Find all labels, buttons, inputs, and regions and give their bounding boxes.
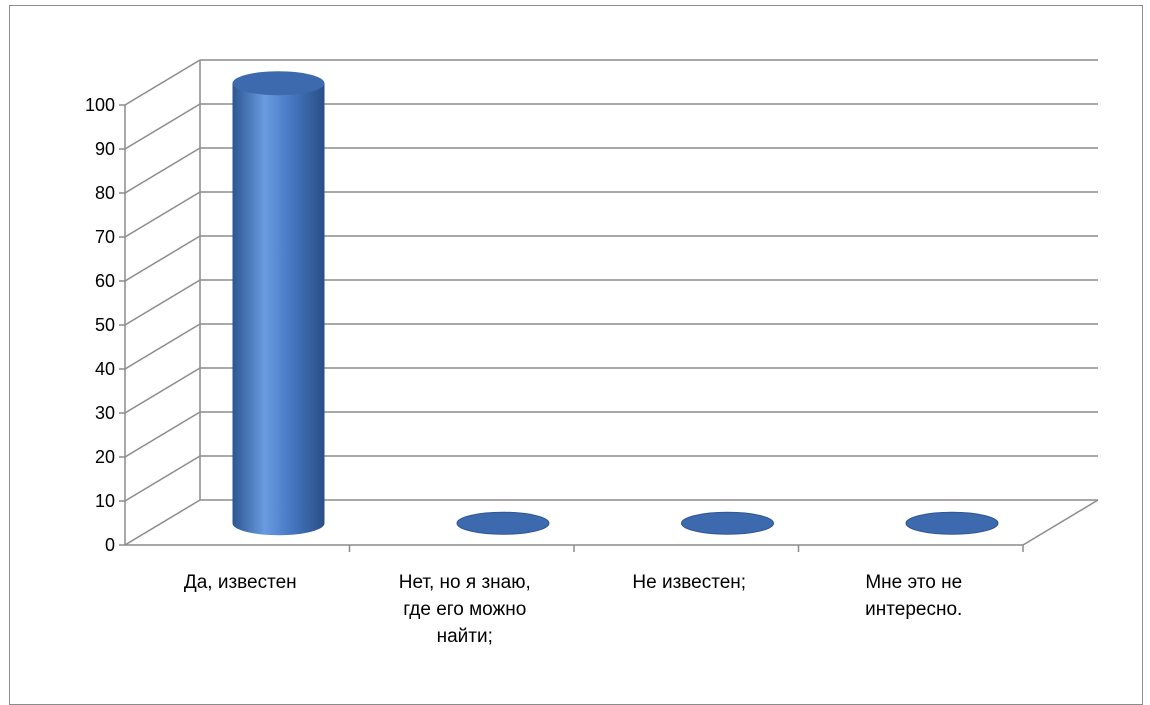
side-gridline <box>124 367 201 414</box>
y-tick-label: 30 <box>95 403 115 423</box>
y-tick-labels: 0 10 20 30 40 50 60 70 80 90 100 <box>85 95 115 555</box>
category-label: Мне это не интересно. <box>865 572 962 620</box>
floor-right-edge <box>1022 499 1099 546</box>
side-gridline <box>124 323 201 370</box>
y-tick-label: 0 <box>105 535 115 555</box>
category-label-line: Да, известен <box>184 572 297 593</box>
side-gridline <box>124 235 201 282</box>
category-label-line: найти; <box>437 626 493 647</box>
side-gridline <box>124 499 201 546</box>
y-tick-label: 40 <box>95 359 115 379</box>
category-label: Не известен; <box>632 572 746 593</box>
category-label-line: Мне это не <box>865 572 962 593</box>
side-gridline <box>124 455 201 502</box>
side-gridline <box>124 279 201 326</box>
bars <box>232 71 999 536</box>
y-tick-label: 90 <box>95 139 115 159</box>
y-tick-label: 20 <box>95 447 115 467</box>
bar-zero-disc <box>456 511 550 535</box>
gridlines <box>124 59 1098 546</box>
category-label: Да, известен <box>184 572 297 593</box>
side-gridline <box>124 191 201 238</box>
y-tick-label: 60 <box>95 271 115 291</box>
side-gridline <box>124 411 201 458</box>
side-gridline <box>124 147 201 194</box>
category-label-line: Не известен; <box>632 572 746 593</box>
category-labels: Да, известен Нет, но я знаю, где его можно… <box>184 572 962 647</box>
bar-body <box>232 83 325 536</box>
bar-zero-disc <box>681 511 774 535</box>
chart: 0 10 20 30 40 50 60 70 80 90 100 Да, известен Нет, … <box>85 59 1099 647</box>
category-label-line: Нет, но я знаю, <box>399 572 531 593</box>
category-label-line: где его можно <box>403 599 526 620</box>
axes <box>119 104 1024 552</box>
y-tick-label: 10 <box>95 491 115 511</box>
bar-top <box>232 71 325 96</box>
y-tick-label: 70 <box>95 227 115 247</box>
side-gridline <box>124 59 201 106</box>
bar-zero-disc <box>905 511 999 535</box>
y-tick-label: 100 <box>85 95 115 115</box>
category-label: Нет, но я знаю, где его можно найти; <box>399 572 531 647</box>
y-tick-label: 80 <box>95 183 115 203</box>
chart-walls <box>199 60 1099 546</box>
bar-cylinder <box>232 71 325 536</box>
y-tick-label: 50 <box>95 315 115 335</box>
side-gridline <box>124 103 201 150</box>
category-label-line: интересно. <box>865 599 962 620</box>
